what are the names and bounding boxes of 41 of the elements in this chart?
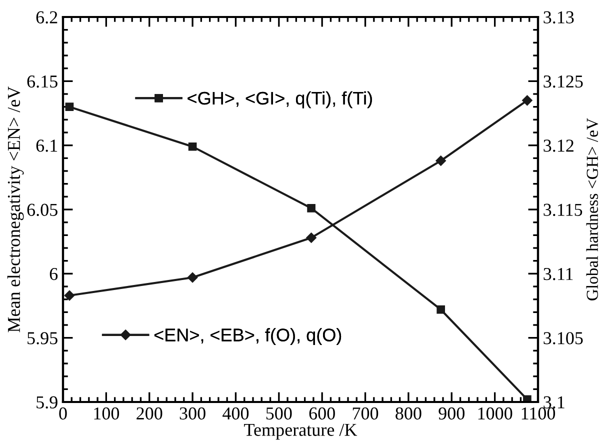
y-tick-label: 6.2	[36, 11, 58, 24]
legend-label: <GH>, <GI>, q(Ti), f(Ti)	[188, 91, 372, 108]
y2-tick-label: 3.1	[544, 396, 564, 409]
x-tick-label: 900	[438, 407, 464, 420]
x-tick-label: 600	[309, 407, 335, 420]
y2-axis-title: Global hardness <GH> /eV	[586, 118, 598, 300]
x-tick-label: 1100	[522, 407, 556, 420]
legend-label: <EN>, <EB>, f(O), q(O)	[154, 328, 342, 345]
point	[64, 290, 75, 301]
point	[307, 204, 316, 212]
y-tick-label: 6.1	[36, 140, 58, 152]
y2-tick-label: 3.125	[544, 75, 583, 88]
x-tick-label: 1000	[478, 407, 512, 420]
point	[306, 232, 316, 243]
y2-tick-label: 3.11	[544, 268, 573, 280]
x-axis-title: Temperature /K	[244, 424, 358, 440]
point	[187, 272, 198, 283]
point	[436, 156, 446, 166]
y-axis-title: Mean electronegativity <EN> /eV	[7, 86, 24, 332]
point	[188, 142, 197, 151]
x-tick-label: 400	[222, 407, 249, 420]
y2-tick-label: 3.115	[544, 204, 582, 216]
point	[65, 102, 74, 111]
y2-tick-label: 3.12	[544, 140, 574, 152]
y-tick-label: 6.05	[27, 204, 58, 216]
y-tick-label: 5.9	[36, 396, 58, 409]
y-tick-label: 5.95	[28, 332, 58, 344]
y2-tick-label: 3.13	[544, 11, 574, 24]
x-tick-label: 200	[136, 407, 162, 420]
x-tick-label: 700	[352, 407, 378, 420]
x-tick-label: 500	[266, 407, 292, 420]
y-tick-label: 6	[50, 268, 58, 280]
y-tick-label: 6.15	[27, 75, 58, 88]
y2-tick-label: 3.105	[544, 332, 583, 344]
x-tick-label: 0	[59, 407, 67, 420]
x-tick-label: 300	[180, 407, 206, 420]
point	[436, 305, 446, 314]
point	[522, 95, 532, 106]
x-tick-label: 800	[396, 407, 422, 420]
x-tick-label: 100	[94, 407, 120, 420]
point	[523, 395, 532, 402]
